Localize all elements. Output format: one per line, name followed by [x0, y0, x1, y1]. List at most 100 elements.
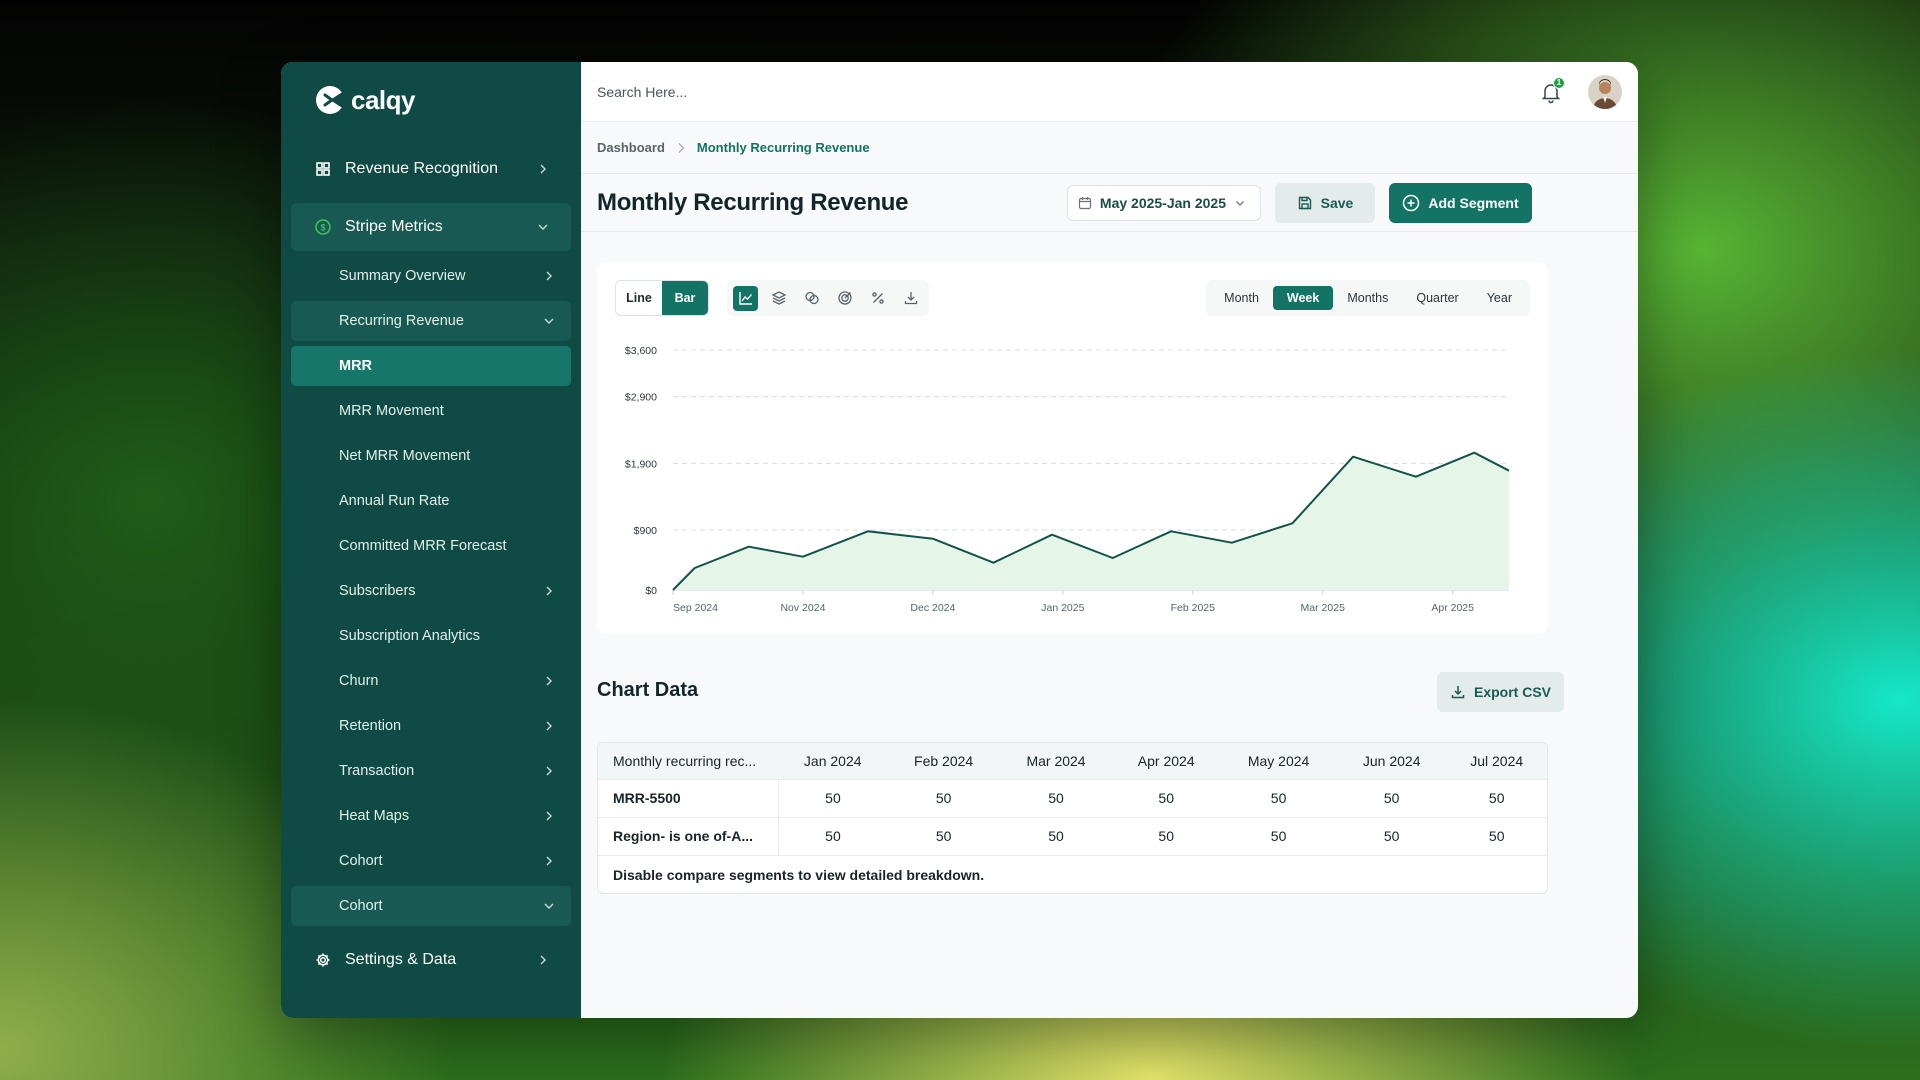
breadcrumb-dashboard[interactable]: Dashboard: [597, 140, 665, 155]
x-tick-label: Mar 2025: [1301, 602, 1346, 614]
stack-tool[interactable]: [766, 286, 791, 311]
sidebar-item-mrr[interactable]: MRR: [291, 346, 571, 386]
avatar[interactable]: [1588, 74, 1622, 109]
logo[interactable]: calqy: [315, 82, 416, 118]
period-quarter[interactable]: Quarter: [1416, 291, 1459, 305]
y-tick-label: $1,900: [625, 458, 657, 470]
sidebar-item-label: MRR: [339, 358, 373, 374]
sidebar-item-stripe-metrics[interactable]: $ Stripe Metrics: [291, 203, 571, 251]
sidebar-item-label: Churn: [339, 673, 379, 689]
sidebar-item-cohort[interactable]: Cohort: [291, 841, 571, 881]
search-input[interactable]: [597, 83, 1539, 100]
y-tick-label: $3,600: [625, 345, 657, 357]
date-range-value: May 2025-Jan 2025: [1099, 194, 1226, 211]
table-row: Region- is one of-A... 50 50 50 50 50 50…: [598, 816, 1547, 855]
page-title: Monthly Recurring Revenue: [597, 188, 909, 216]
sidebar-item-label: Recurring Revenue: [339, 313, 464, 329]
period-months[interactable]: Months: [1347, 291, 1389, 305]
sidebar-item-label: MRR Movement: [339, 403, 444, 419]
table-cell: 50: [887, 778, 1000, 817]
sidebar-item-mrr-movement[interactable]: MRR Movement: [291, 391, 571, 431]
sidebar-item-label: Transaction: [339, 763, 415, 779]
chevron-right-icon: [678, 142, 685, 153]
sidebar-item-label: Cohort: [339, 853, 383, 869]
sidebar-item-settings-data[interactable]: Settings & Data: [291, 936, 571, 984]
download-tool[interactable]: [898, 286, 923, 311]
sidebar-item-label: Settings & Data: [345, 951, 457, 968]
row-label: Region- is one of-A...: [598, 816, 779, 855]
table-cell: 50: [1446, 816, 1547, 855]
sidebar-item-annual-run-rate[interactable]: Annual Run Rate: [291, 481, 571, 521]
notifications-button[interactable]: 1: [1539, 76, 1565, 104]
period-year[interactable]: Year: [1486, 291, 1512, 305]
add-segment-button[interactable]: Add Segment: [1389, 182, 1532, 223]
series-area: [673, 452, 1509, 590]
table-header-row: Monthly recurring rec... Jan 2024 Feb 20…: [598, 743, 1547, 779]
line-chart-icon: [738, 292, 752, 305]
save-icon: [1298, 196, 1311, 209]
row-label: MRR-5500: [598, 778, 779, 817]
sidebar-item-subscribers[interactable]: Subscribers: [291, 571, 571, 611]
sidebar-item-label: Subscription Analytics: [339, 628, 481, 644]
overlap-circles-icon: [804, 291, 819, 305]
sidebar-item-label: Summary Overview: [339, 268, 466, 284]
sidebar-item-subscription-analytics[interactable]: Subscription Analytics: [291, 616, 571, 656]
sidebar-item-revenue-recognition[interactable]: Revenue Recognition: [291, 145, 571, 193]
chart-toolbar: [727, 280, 929, 316]
chevron-right-icon: [546, 721, 552, 731]
sidebar-item-recurring-revenue[interactable]: Recurring Revenue: [291, 301, 571, 341]
sidebar-item-churn[interactable]: Churn: [291, 661, 571, 701]
sidebar-item-net-mrr-movement[interactable]: Net MRR Movement: [291, 436, 571, 476]
sidebar-item-label: Annual Run Rate: [339, 493, 450, 509]
calqy-logo-icon: [316, 86, 345, 114]
main-content: 1 Dashboard Monthly Recurring Revenue Mo…: [581, 62, 1638, 1018]
x-tick-label: Nov 2024: [780, 602, 825, 614]
grid-icon: [316, 162, 330, 176]
column-header: Jan 2024: [778, 743, 888, 779]
sidebar-item-label: Stripe Metrics: [345, 218, 443, 235]
dollar-circle-icon: $: [315, 219, 331, 235]
goal-tool[interactable]: [832, 286, 857, 311]
period-month[interactable]: Month: [1224, 291, 1259, 305]
compare-tool[interactable]: [799, 286, 824, 311]
chevron-right-icon: [540, 164, 546, 174]
breadcrumb: Dashboard Monthly Recurring Revenue: [581, 122, 1638, 174]
chevron-right-icon: [546, 856, 552, 866]
export-csv-button[interactable]: Export CSV: [1437, 672, 1564, 712]
chart-type-bar[interactable]: Bar: [662, 281, 708, 315]
y-tick-label: $0: [645, 585, 657, 597]
table-cell: 50: [999, 778, 1113, 817]
topbar: 1: [581, 62, 1638, 122]
download-icon: [1451, 686, 1465, 699]
save-button[interactable]: Save: [1275, 182, 1375, 223]
download-icon: [904, 292, 917, 305]
calendar-icon: [1078, 196, 1092, 209]
y-tick-label: $2,900: [625, 392, 657, 404]
date-range-select[interactable]: May 2025-Jan 2025: [1066, 184, 1261, 221]
period-selector: Month Week Months Quarter Year: [1206, 280, 1530, 316]
sidebar-item-summary-overview[interactable]: Summary Overview: [291, 256, 571, 296]
column-header: May 2024: [1220, 743, 1337, 779]
chart-data-title: Chart Data: [597, 679, 699, 701]
sidebar-item-transaction[interactable]: Transaction: [291, 751, 571, 791]
table-cell: 50: [999, 816, 1113, 855]
layers-icon: [771, 291, 786, 305]
table-cell: 50: [1336, 778, 1447, 817]
chart-type-line[interactable]: Line: [626, 291, 652, 305]
target-icon: [837, 291, 852, 305]
sidebar-item-cohort-expanded[interactable]: Cohort: [291, 886, 571, 926]
sidebar-item-label: Committed MRR Forecast: [339, 538, 507, 554]
chart-card: Line Bar: [597, 262, 1548, 634]
percent-tool[interactable]: [865, 286, 890, 311]
x-tick-label: Feb 2025: [1171, 602, 1216, 614]
line-chart-tool[interactable]: [733, 285, 758, 311]
table-cell: 50: [1220, 816, 1337, 855]
sidebar-item-label: Revenue Recognition: [345, 160, 498, 177]
period-week[interactable]: Week: [1272, 286, 1334, 310]
chart-type-toggle: Line Bar: [615, 280, 709, 316]
sidebar-item-committed-mrr-forecast[interactable]: Committed MRR Forecast: [291, 526, 571, 566]
sidebar-item-retention[interactable]: Retention: [291, 706, 571, 746]
chevron-right-icon: [546, 676, 552, 686]
export-csv-label: Export CSV: [1473, 684, 1551, 700]
sidebar-item-heat-maps[interactable]: Heat Maps: [291, 796, 571, 836]
